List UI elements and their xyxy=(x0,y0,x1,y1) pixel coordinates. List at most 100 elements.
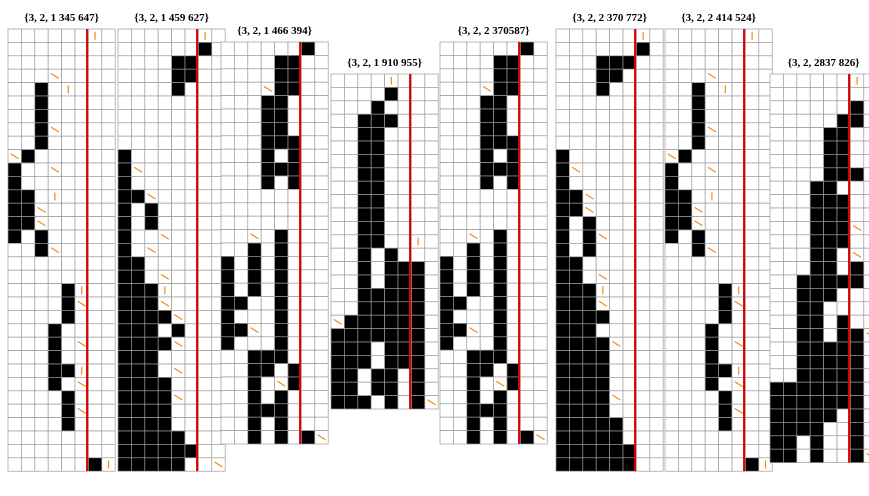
white-cell xyxy=(650,297,663,310)
white-cell xyxy=(534,417,547,430)
white-cell xyxy=(692,257,705,270)
white-cell xyxy=(234,364,247,377)
white-cell xyxy=(850,235,863,248)
white-cell xyxy=(665,297,678,310)
white-cell xyxy=(35,377,48,390)
white-cell xyxy=(102,364,115,377)
black-cell xyxy=(583,284,596,297)
black-cell xyxy=(692,230,705,243)
black-cell xyxy=(480,176,493,189)
black-cell xyxy=(411,396,424,409)
white-cell xyxy=(8,257,21,270)
black-cell xyxy=(556,337,569,350)
automaton-panel xyxy=(665,29,772,471)
white-cell xyxy=(331,288,344,301)
white-cell xyxy=(636,404,649,417)
white-cell xyxy=(198,123,211,136)
white-cell xyxy=(331,235,344,248)
black-cell xyxy=(494,109,507,122)
white-cell xyxy=(534,256,547,269)
white-cell xyxy=(21,230,34,243)
white-cell xyxy=(88,203,101,216)
white-cell xyxy=(261,390,274,403)
black-cell xyxy=(705,351,718,364)
white-cell xyxy=(520,203,533,216)
white-cell xyxy=(665,324,678,337)
black-cell xyxy=(145,444,158,457)
white-cell xyxy=(331,141,344,154)
black-cell xyxy=(275,82,288,95)
white-cell xyxy=(131,176,144,189)
white-cell xyxy=(8,96,21,109)
white-cell xyxy=(480,377,493,390)
black-cell xyxy=(783,449,796,462)
white-cell xyxy=(864,369,869,382)
white-cell xyxy=(596,176,609,189)
white-cell xyxy=(221,364,234,377)
black-cell xyxy=(569,377,582,390)
white-cell xyxy=(636,351,649,364)
white-cell xyxy=(520,417,533,430)
white-cell xyxy=(556,42,569,55)
white-cell xyxy=(102,418,115,431)
white-cell xyxy=(440,149,453,162)
white-cell xyxy=(8,310,21,323)
white-cell xyxy=(745,324,758,337)
white-cell xyxy=(745,203,758,216)
white-cell xyxy=(650,56,663,69)
white-cell xyxy=(678,310,691,323)
white-cell xyxy=(678,377,691,390)
white-cell xyxy=(705,270,718,283)
white-cell xyxy=(371,396,384,409)
white-cell xyxy=(158,203,171,216)
white-cell xyxy=(453,350,466,363)
black-cell xyxy=(118,230,131,243)
black-cell xyxy=(331,342,344,355)
black-cell xyxy=(596,458,609,471)
black-cell xyxy=(275,163,288,176)
white-cell xyxy=(275,189,288,202)
white-cell xyxy=(425,275,438,288)
black-cell xyxy=(583,458,596,471)
white-cell xyxy=(480,55,493,68)
white-cell xyxy=(453,189,466,202)
white-cell xyxy=(650,176,663,189)
white-cell xyxy=(425,248,438,261)
white-cell xyxy=(411,87,424,100)
white-cell xyxy=(131,42,144,55)
white-cell xyxy=(636,337,649,350)
white-cell xyxy=(692,297,705,310)
black-cell xyxy=(583,377,596,390)
white-cell xyxy=(583,83,596,96)
white-cell xyxy=(315,69,328,82)
white-cell xyxy=(102,56,115,69)
black-cell xyxy=(719,418,732,431)
white-cell xyxy=(480,431,493,444)
black-cell xyxy=(440,297,453,310)
white-cell xyxy=(198,217,211,230)
black-cell xyxy=(556,418,569,431)
white-cell xyxy=(480,69,493,82)
white-cell xyxy=(425,342,438,355)
black-cell xyxy=(131,270,144,283)
white-cell xyxy=(102,176,115,189)
white-cell xyxy=(102,310,115,323)
white-cell xyxy=(248,96,261,109)
black-cell xyxy=(569,297,582,310)
black-cell xyxy=(596,83,609,96)
white-cell xyxy=(824,329,837,342)
white-cell xyxy=(534,42,547,55)
white-cell xyxy=(665,243,678,256)
white-cell xyxy=(719,109,732,122)
white-cell xyxy=(520,176,533,189)
black-cell xyxy=(358,262,371,275)
black-cell xyxy=(358,128,371,141)
white-cell xyxy=(467,189,480,202)
black-cell xyxy=(719,391,732,404)
white-cell xyxy=(315,96,328,109)
white-cell xyxy=(158,163,171,176)
white-cell xyxy=(88,42,101,55)
black-cell xyxy=(344,382,357,395)
white-cell xyxy=(719,458,732,471)
